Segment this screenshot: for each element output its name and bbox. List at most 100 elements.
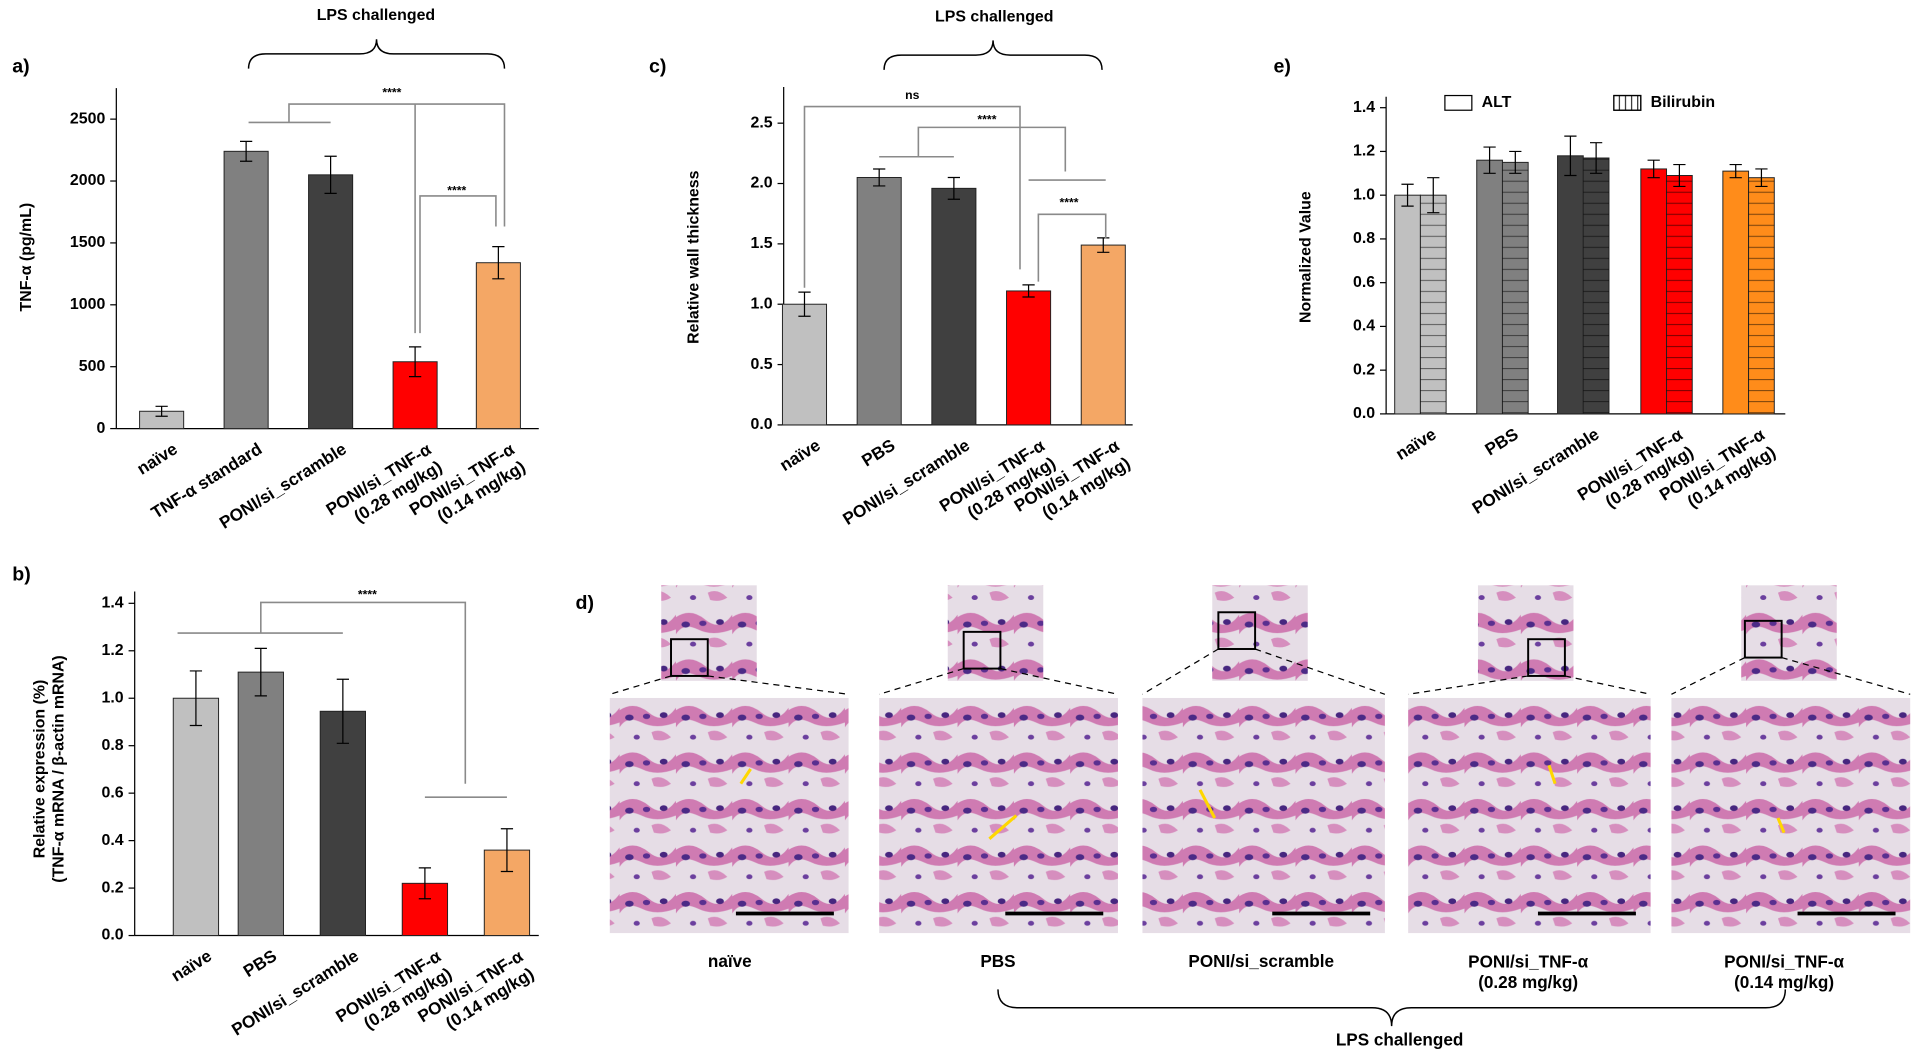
legend-label: ALT: [1482, 94, 1512, 111]
y-axis-label: Relative wall thickness: [685, 170, 702, 343]
caption: PONI/si_scramble: [1188, 951, 1334, 971]
significance-label: ****: [358, 587, 377, 601]
panel-label: d): [576, 592, 594, 614]
y-axis-label: Relative expression (%) (TNF-α mRNA / β-a…: [32, 655, 68, 882]
y-tick-label: 0: [96, 420, 105, 437]
y-tick-label: 1.2: [102, 642, 124, 659]
error-bar: [254, 647, 267, 697]
error-bar: [1729, 163, 1742, 179]
legend-label: Bilirubin: [1651, 94, 1716, 111]
bar: [1557, 155, 1584, 415]
thickness-arrow: [1198, 789, 1217, 819]
thumbnail: [1477, 585, 1574, 681]
error-bar: [873, 168, 886, 187]
micrograph: [1142, 697, 1385, 934]
x-tick-label: PBS: [858, 435, 898, 471]
bar: [475, 262, 521, 430]
error-bar: [155, 405, 168, 417]
significance-bracket: [917, 126, 1067, 172]
bar: [781, 303, 828, 426]
thumbnail: [1741, 585, 1837, 681]
y-tick-label: 0.8: [1353, 230, 1375, 247]
zoom-line: [1142, 648, 1219, 695]
y-tick-label: 1.0: [102, 689, 124, 706]
bar-hatch: [1502, 162, 1529, 414]
significance-label: ****: [447, 183, 466, 197]
error-bar: [1022, 284, 1035, 298]
bar: [1640, 168, 1668, 415]
bar: [1080, 244, 1126, 426]
significance-label: ****: [977, 112, 996, 126]
group-label: LPS challenged: [317, 7, 435, 24]
error-bar: [324, 155, 337, 195]
thickness-arrow: [988, 814, 1018, 840]
y-tick-label: 1.4: [102, 595, 124, 612]
y-tick-label: 0.6: [1353, 274, 1375, 291]
significance-label: ****: [1059, 196, 1078, 210]
significance-label: ****: [382, 85, 401, 99]
micrograph: [1408, 697, 1651, 934]
x-tick-label: naïve: [1392, 424, 1440, 464]
micrograph: [609, 697, 849, 934]
significance-bracket: [288, 103, 506, 227]
group-brace: [997, 989, 1787, 1027]
error-bar: [1509, 150, 1522, 174]
thickness-arrow: [1547, 764, 1557, 785]
y-tick-label: 1.4: [1353, 99, 1375, 116]
y-tick-label: 1000: [70, 296, 106, 313]
x-tick-label: naïve: [133, 438, 181, 478]
bar-hatch: [1666, 175, 1693, 414]
zoom-line: [707, 675, 849, 695]
zoom-line: [1781, 656, 1911, 695]
y-tick-label: 2500: [70, 110, 106, 127]
error-bar: [1401, 183, 1414, 207]
panel-label: a): [12, 56, 29, 78]
caption: PONI/si_TNF-α (0.14 mg/kg): [1724, 951, 1844, 992]
bar: [931, 187, 977, 426]
error-bar: [1755, 168, 1768, 188]
zoom-box: [1743, 619, 1783, 659]
y-tick-label: 500: [79, 358, 106, 375]
thickness-arrow: [739, 768, 752, 785]
significance-bracket: [1037, 213, 1107, 282]
zoom-box: [670, 638, 709, 677]
panel-label: b): [12, 564, 30, 586]
error-bar: [947, 176, 960, 200]
bar: [1394, 194, 1421, 415]
zoom-line: [1000, 667, 1119, 695]
error-bar: [336, 678, 349, 744]
y-tick-label: 1.0: [751, 295, 773, 312]
bar: [308, 174, 354, 430]
caption: naïve: [708, 951, 752, 971]
caption: PBS: [980, 951, 1015, 971]
error-bar: [1590, 142, 1603, 174]
panel-label: c): [649, 56, 666, 78]
error-bar: [240, 140, 253, 162]
y-tick-label: 0.0: [102, 927, 124, 944]
error-bar: [189, 670, 203, 727]
error-bar: [1483, 146, 1496, 174]
y-tick-label: 2000: [70, 172, 106, 189]
bar: [223, 150, 269, 430]
y-tick-label: 0.8: [102, 737, 124, 754]
bar: [237, 671, 284, 937]
thumbnail: [661, 585, 757, 681]
y-tick-label: 0.0: [751, 416, 773, 433]
micrograph: [1671, 697, 1911, 934]
thumbnail: [1212, 585, 1308, 681]
bar: [1006, 290, 1052, 426]
y-tick-label: 0.4: [1353, 318, 1375, 335]
error-bar: [798, 291, 811, 317]
y-tick-label: 0.5: [751, 356, 773, 373]
zoom-line: [1564, 675, 1651, 695]
group-brace: [247, 39, 506, 69]
y-tick-label: 1.5: [751, 235, 773, 252]
x-tick-label: PBS: [240, 945, 280, 981]
zoom-line: [1408, 675, 1529, 695]
bar-hatch: [1748, 177, 1775, 414]
thumbnail: [947, 585, 1044, 681]
significance-bracket: [260, 601, 467, 784]
bar-hatch: [1420, 195, 1447, 414]
panel-label: e): [1273, 56, 1290, 78]
